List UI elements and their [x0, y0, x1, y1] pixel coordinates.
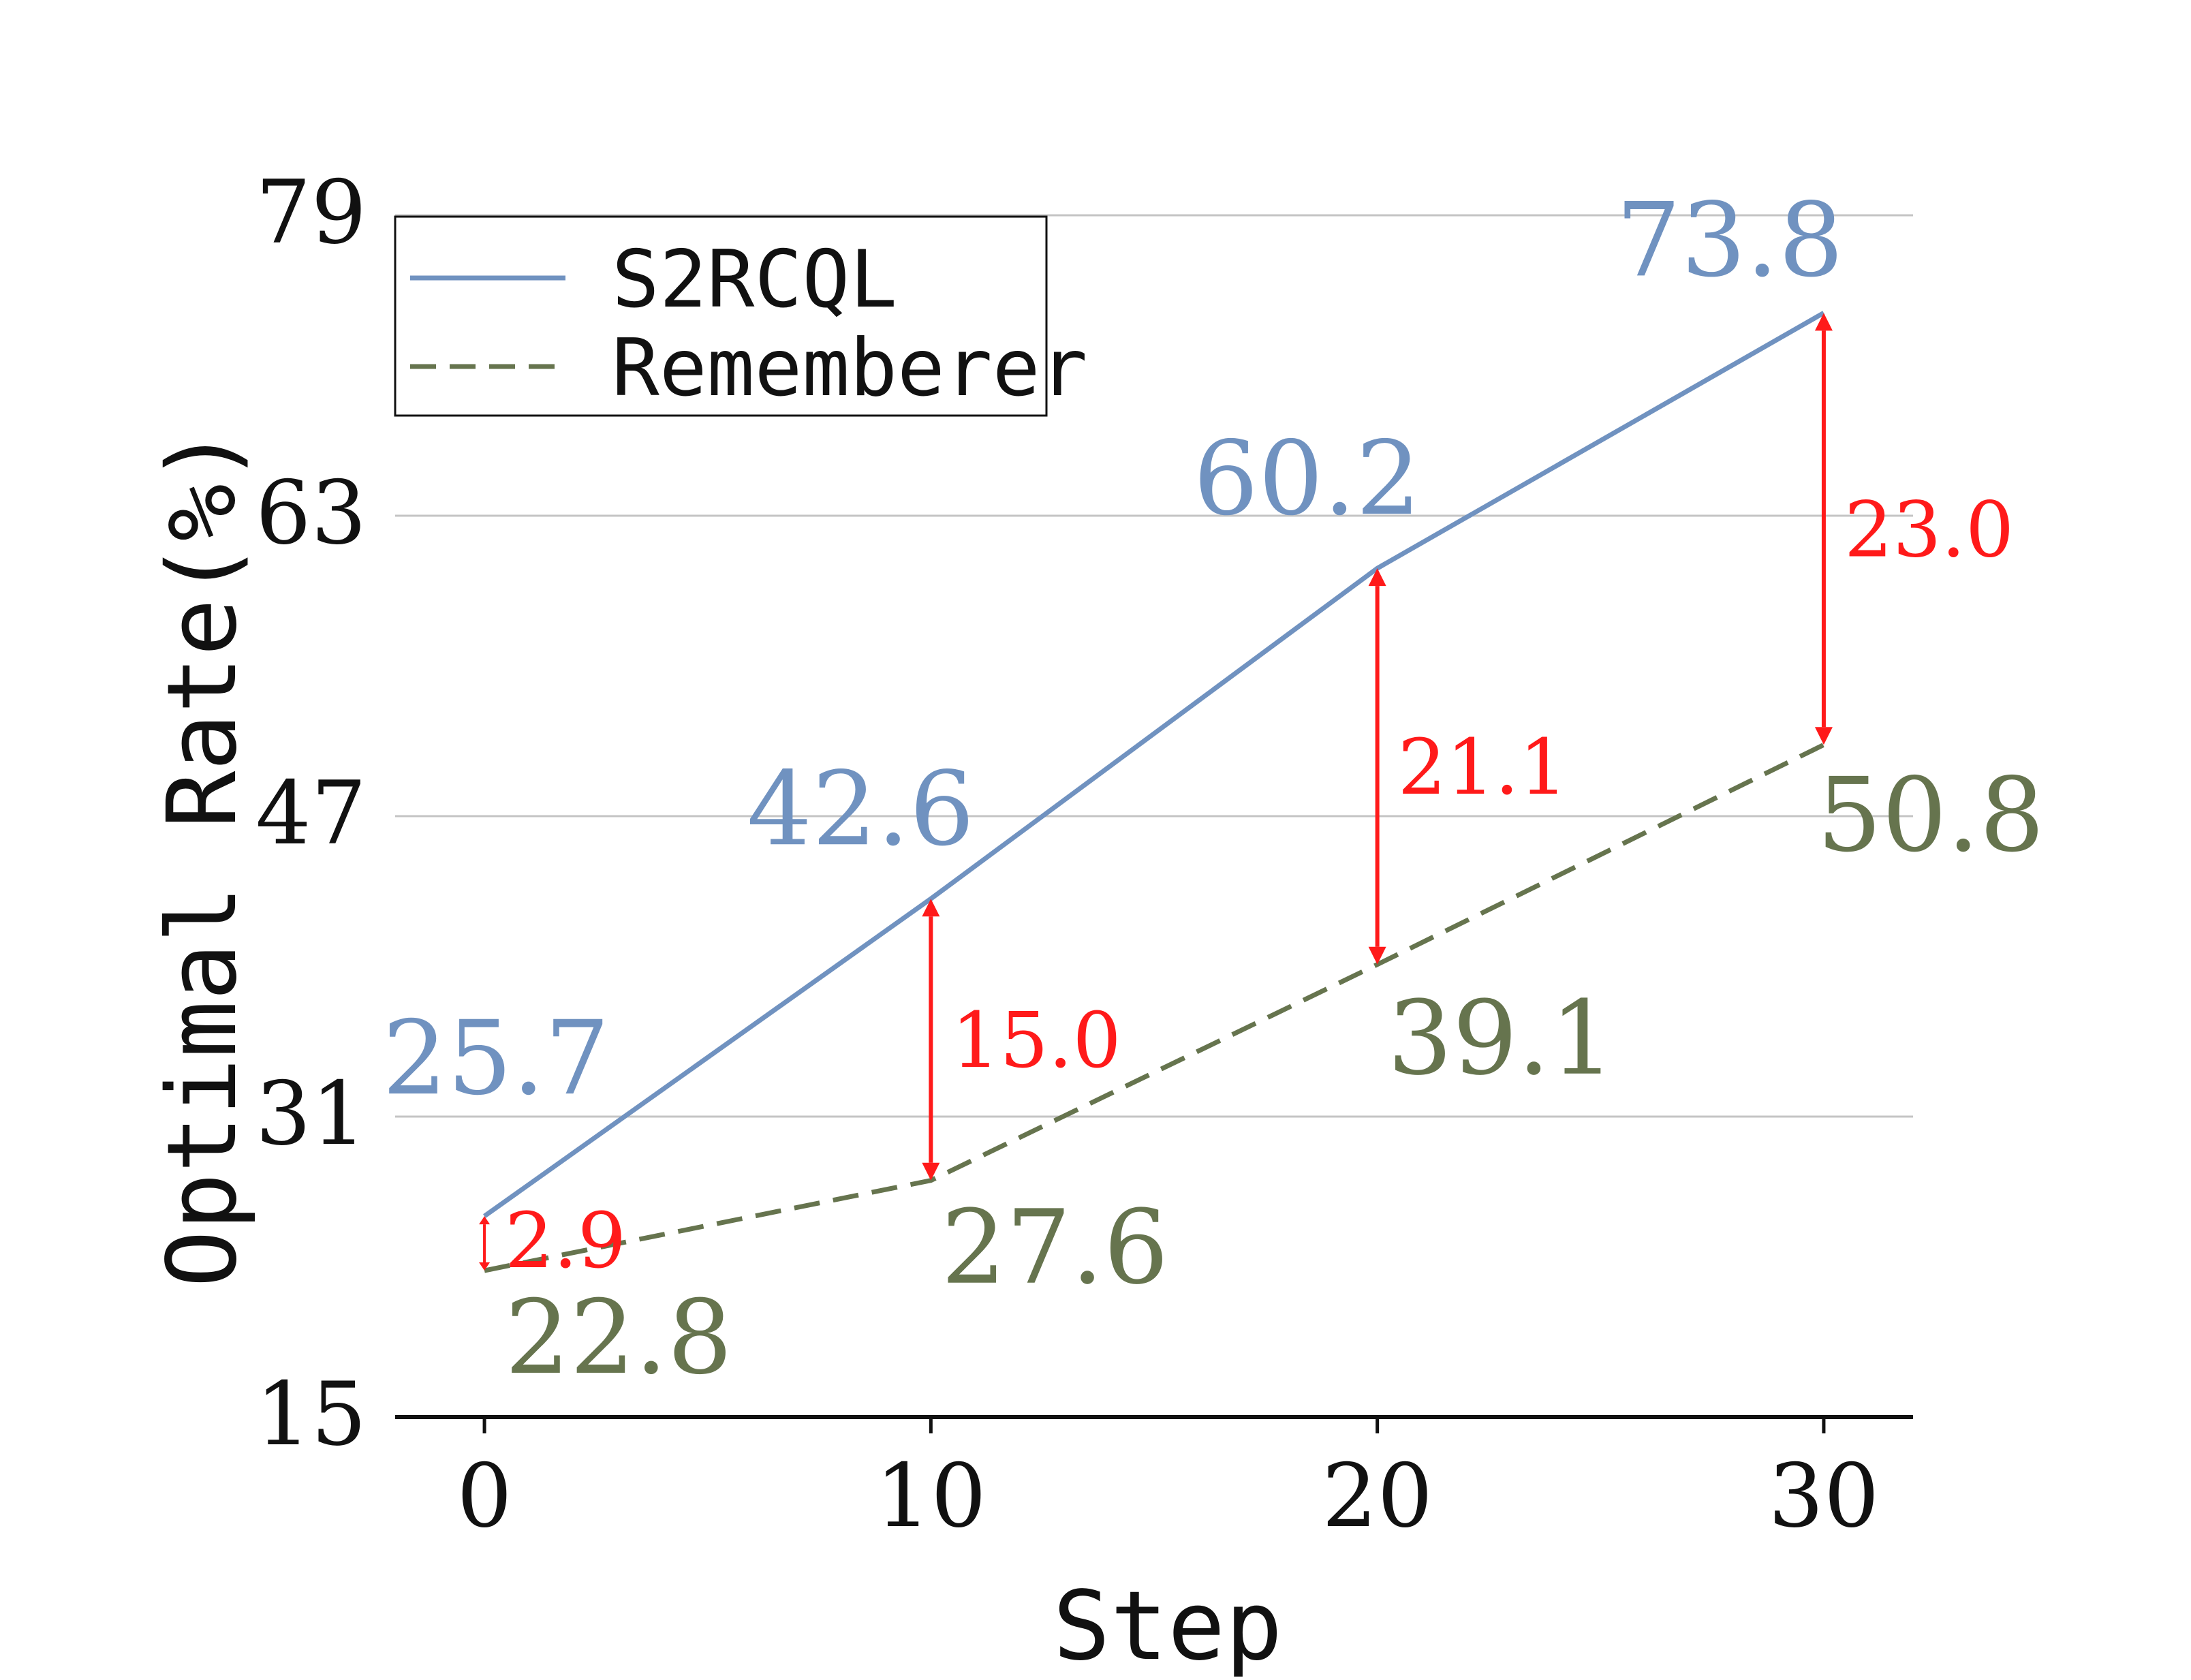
- x-tick-label-20: 20: [1322, 1446, 1433, 1547]
- gap-arrowhead-down-0: [479, 1262, 491, 1271]
- gap-arrowhead-down-20: [1368, 946, 1386, 965]
- gap-arrowhead-up-10: [922, 899, 940, 917]
- legend-box: [394, 215, 1048, 417]
- series-line-rememberer: [484, 743, 1825, 1273]
- y-tick-label-79: 79: [255, 162, 367, 264]
- data-label-rememberer-0: 22.8: [505, 1279, 732, 1397]
- data-label-s2rcql-10: 42.6: [747, 750, 974, 869]
- gap-arrowhead-down-10: [922, 1162, 940, 1181]
- legend-label-s2rcql: S2RCQL: [612, 234, 897, 326]
- axes: 15 31 47 63 79 0 10 20 30 Step Optimal Rate(%): [147, 162, 1913, 1680]
- gridlines: [395, 214, 1913, 1118]
- y-tick-label-15: 15: [255, 1364, 367, 1465]
- gap-arrowhead-down-30: [1814, 727, 1833, 745]
- gap-arrowhead-up-20: [1368, 568, 1386, 587]
- data-label-rememberer-10: 27.6: [941, 1189, 1168, 1307]
- series-line-s2rcql: [483, 311, 1825, 1218]
- gap-annotations: 2.9 15.0 21.1 23.0: [479, 313, 2014, 1286]
- series: [483, 311, 1825, 1273]
- gap-label-30: 23.0: [1844, 486, 2014, 574]
- x-axis-label: Step: [1053, 1571, 1282, 1677]
- gap-label-0: 2.9: [505, 1197, 626, 1286]
- data-label-rememberer-20: 39.1: [1388, 980, 1615, 1098]
- data-labels: 25.7 42.6 60.2 73.8 22.8 27.6 39.1 50.8: [382, 181, 2045, 1397]
- y-axis-label: Optimal Rate(%): [147, 426, 258, 1288]
- data-label-s2rcql-30: 73.8: [1616, 181, 1844, 300]
- y-tick-label-31: 31: [255, 1063, 367, 1165]
- x-tick-label-30: 30: [1769, 1446, 1880, 1547]
- x-tick-label-10: 10: [875, 1446, 986, 1547]
- data-label-rememberer-30: 50.8: [1817, 756, 2045, 875]
- data-label-s2rcql-20: 60.2: [1194, 420, 1421, 538]
- gap-arrowhead-up-0: [479, 1216, 491, 1225]
- legend-label-rememberer: Rememberer: [612, 322, 1087, 414]
- gap-arrowhead-up-30: [1814, 313, 1833, 331]
- y-tick-label-47: 47: [255, 763, 367, 865]
- x-tick-label-0: 0: [456, 1446, 512, 1547]
- data-label-s2rcql-0: 25.7: [382, 999, 610, 1118]
- gap-label-20: 21.1: [1398, 724, 1568, 812]
- y-tick-label-63: 63: [255, 463, 367, 564]
- gap-label-10: 15.0: [951, 997, 1121, 1085]
